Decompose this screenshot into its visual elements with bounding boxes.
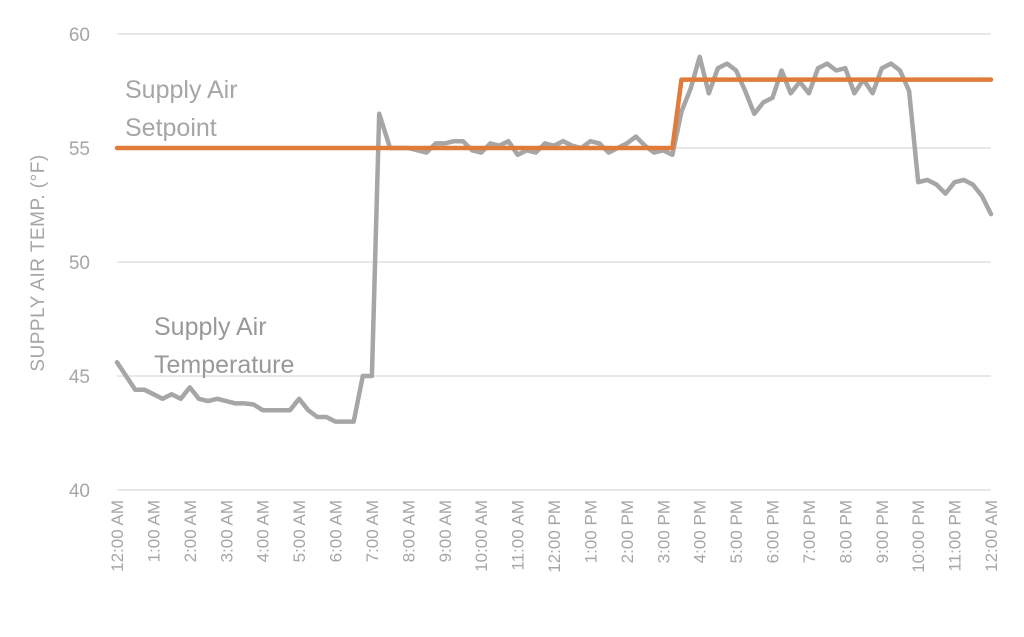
annotations: Supply Air Setpoint Supply Air Temperature [125, 76, 294, 379]
x-tick-label: 12:00 AM [982, 500, 1001, 572]
x-tick-label: 9:00 PM [873, 500, 892, 563]
series-line-supply-air-temperature [114, 54, 994, 424]
x-tick-label: 9:00 AM [436, 500, 455, 562]
x-tick-label: 1:00 AM [144, 500, 163, 562]
x-tick-label: 1:00 PM [581, 500, 600, 563]
x-tick-label: 3:00 AM [217, 500, 236, 562]
x-tick-label: 6:00 PM [764, 500, 783, 563]
y-tick-label: 60 [69, 25, 90, 46]
x-tick-label: 2:00 PM [618, 500, 637, 563]
y-tick-label: 55 [69, 139, 90, 160]
gridlines [117, 33, 991, 491]
y-tick-label: 45 [69, 367, 90, 388]
annotation-label: Temperature [154, 351, 294, 379]
x-tick-label: 6:00 AM [327, 500, 346, 562]
x-tick-label: 4:00 PM [691, 500, 710, 563]
x-tick-label: 3:00 PM [654, 500, 673, 563]
x-tick-label: 7:00 PM [800, 500, 819, 563]
x-tick-label: 5:00 AM [290, 500, 309, 562]
x-tick-label: 12:00 PM [545, 500, 564, 573]
x-axis-ticks: 12:00 AM 1:00 AM 2:00 AM 3:00 AM 4:00 AM 5:00… [108, 500, 1001, 573]
y-tick-label: 40 [69, 481, 90, 502]
x-tick-label: 8:00 AM [399, 500, 418, 562]
x-tick-label: 7:00 AM [363, 500, 382, 562]
annotation-label: Supply Air [154, 313, 267, 341]
annotation-label: Supply Air [125, 76, 238, 104]
x-tick-label: 8:00 PM [836, 500, 855, 563]
x-tick-label: 4:00 AM [254, 500, 273, 562]
x-tick-label: 2:00 AM [181, 500, 200, 562]
y-axis-label: SUPPLY AIR TEMP. (°F) [28, 154, 49, 371]
x-tick-label: 5:00 PM [727, 500, 746, 563]
x-tick-label: 10:00 PM [909, 500, 928, 573]
y-tick-label: 50 [69, 253, 90, 274]
x-tick-label: 10:00 AM [472, 500, 491, 572]
x-tick-label: 12:00 AM [108, 500, 127, 572]
x-tick-label: 11:00 AM [509, 500, 528, 571]
annotation-label: Setpoint [125, 114, 217, 142]
series-lines [114, 54, 994, 424]
x-tick-label: 11:00 PM [946, 500, 965, 572]
y-axis-ticks: 40 45 50 55 60 [69, 25, 90, 502]
series-line-supply-air-setpoint [114, 77, 994, 151]
